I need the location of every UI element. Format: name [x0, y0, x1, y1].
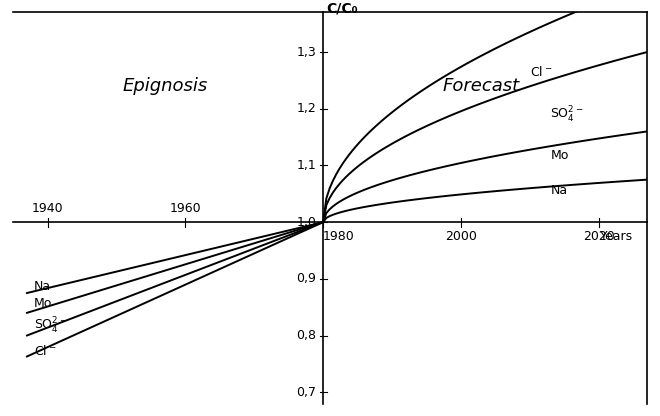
Text: 1,2: 1,2	[296, 102, 316, 115]
Text: 1940: 1940	[32, 202, 63, 215]
Text: 0,8: 0,8	[296, 329, 316, 342]
Text: 0,7: 0,7	[296, 386, 316, 399]
Text: 2000: 2000	[445, 230, 477, 243]
Text: SO$_4^{2-}$: SO$_4^{2-}$	[34, 316, 67, 336]
Text: 1960: 1960	[170, 202, 201, 215]
Text: Cl$^-$: Cl$^-$	[530, 65, 552, 79]
Text: 2020: 2020	[583, 230, 614, 243]
Text: Years: Years	[600, 230, 633, 243]
Text: Na: Na	[34, 280, 51, 293]
Text: C/C₀: C/C₀	[327, 1, 358, 15]
Text: 1,1: 1,1	[296, 159, 316, 172]
Text: Mo: Mo	[550, 149, 569, 162]
Text: Mo: Mo	[34, 297, 52, 310]
Text: Epignosis: Epignosis	[122, 77, 207, 95]
Text: 0,9: 0,9	[296, 272, 316, 285]
Text: SO$_4^{2-}$: SO$_4^{2-}$	[550, 104, 584, 124]
Text: Forecast: Forecast	[443, 77, 520, 95]
Text: Cl$^-$: Cl$^-$	[34, 344, 56, 358]
Text: 1980: 1980	[323, 230, 355, 243]
Text: 1,3: 1,3	[296, 46, 316, 59]
Text: Na: Na	[550, 185, 568, 198]
Text: 1,0: 1,0	[296, 215, 316, 229]
